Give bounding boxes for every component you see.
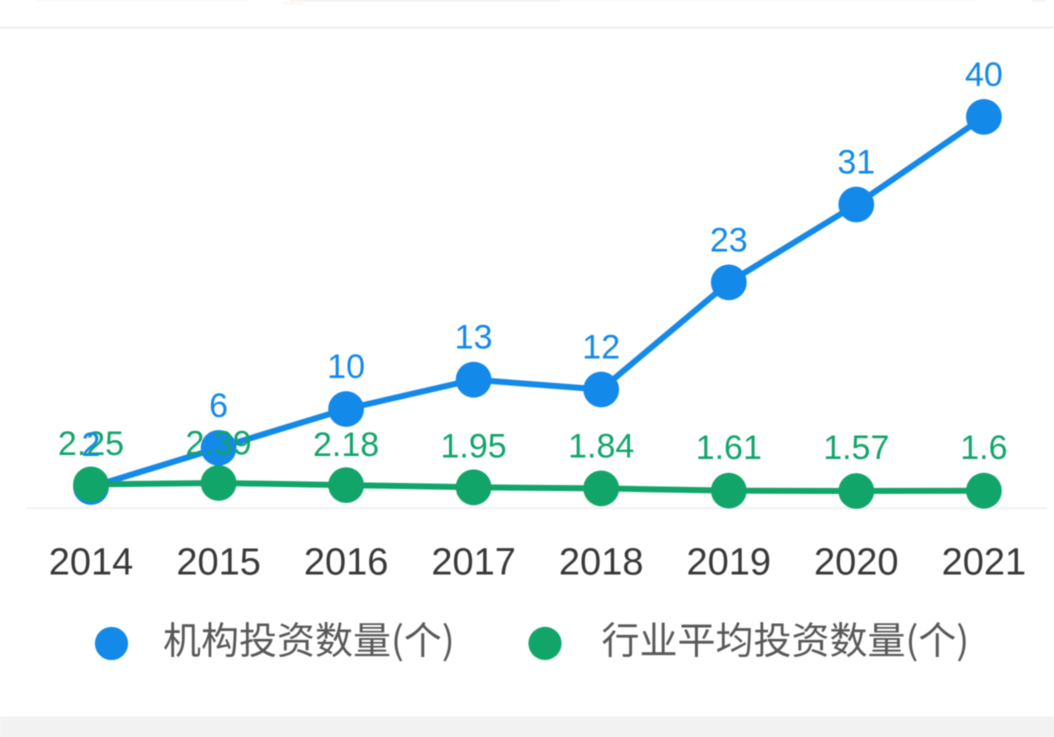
svg-text:1.95: 1.95 <box>441 427 507 465</box>
svg-text:2.39: 2.39 <box>186 425 252 463</box>
svg-text:10: 10 <box>327 348 365 386</box>
svg-text:2.25: 2.25 <box>58 425 124 463</box>
svg-text:1.84: 1.84 <box>568 428 634 466</box>
svg-text:2019: 2019 <box>687 542 772 584</box>
svg-text:2014: 2014 <box>49 542 134 584</box>
svg-text:2018: 2018 <box>559 542 644 584</box>
svg-text:31: 31 <box>837 144 875 182</box>
svg-text:2: 2 <box>82 426 101 464</box>
svg-text:23: 23 <box>710 221 748 259</box>
svg-text:6: 6 <box>209 387 228 425</box>
svg-text:2.18: 2.18 <box>313 426 379 464</box>
svg-text:2016: 2016 <box>304 542 389 584</box>
svg-text:1.57: 1.57 <box>823 429 889 467</box>
svg-text:40: 40 <box>965 56 1003 94</box>
svg-text:2021: 2021 <box>942 542 1027 584</box>
svg-text:13: 13 <box>455 319 493 357</box>
svg-text:2017: 2017 <box>431 542 516 584</box>
svg-text:2020: 2020 <box>814 542 899 584</box>
svg-text:12: 12 <box>582 329 620 367</box>
svg-text:1.6: 1.6 <box>960 429 1007 467</box>
svg-text:2015: 2015 <box>176 542 261 584</box>
svg-text:1.61: 1.61 <box>696 429 762 467</box>
